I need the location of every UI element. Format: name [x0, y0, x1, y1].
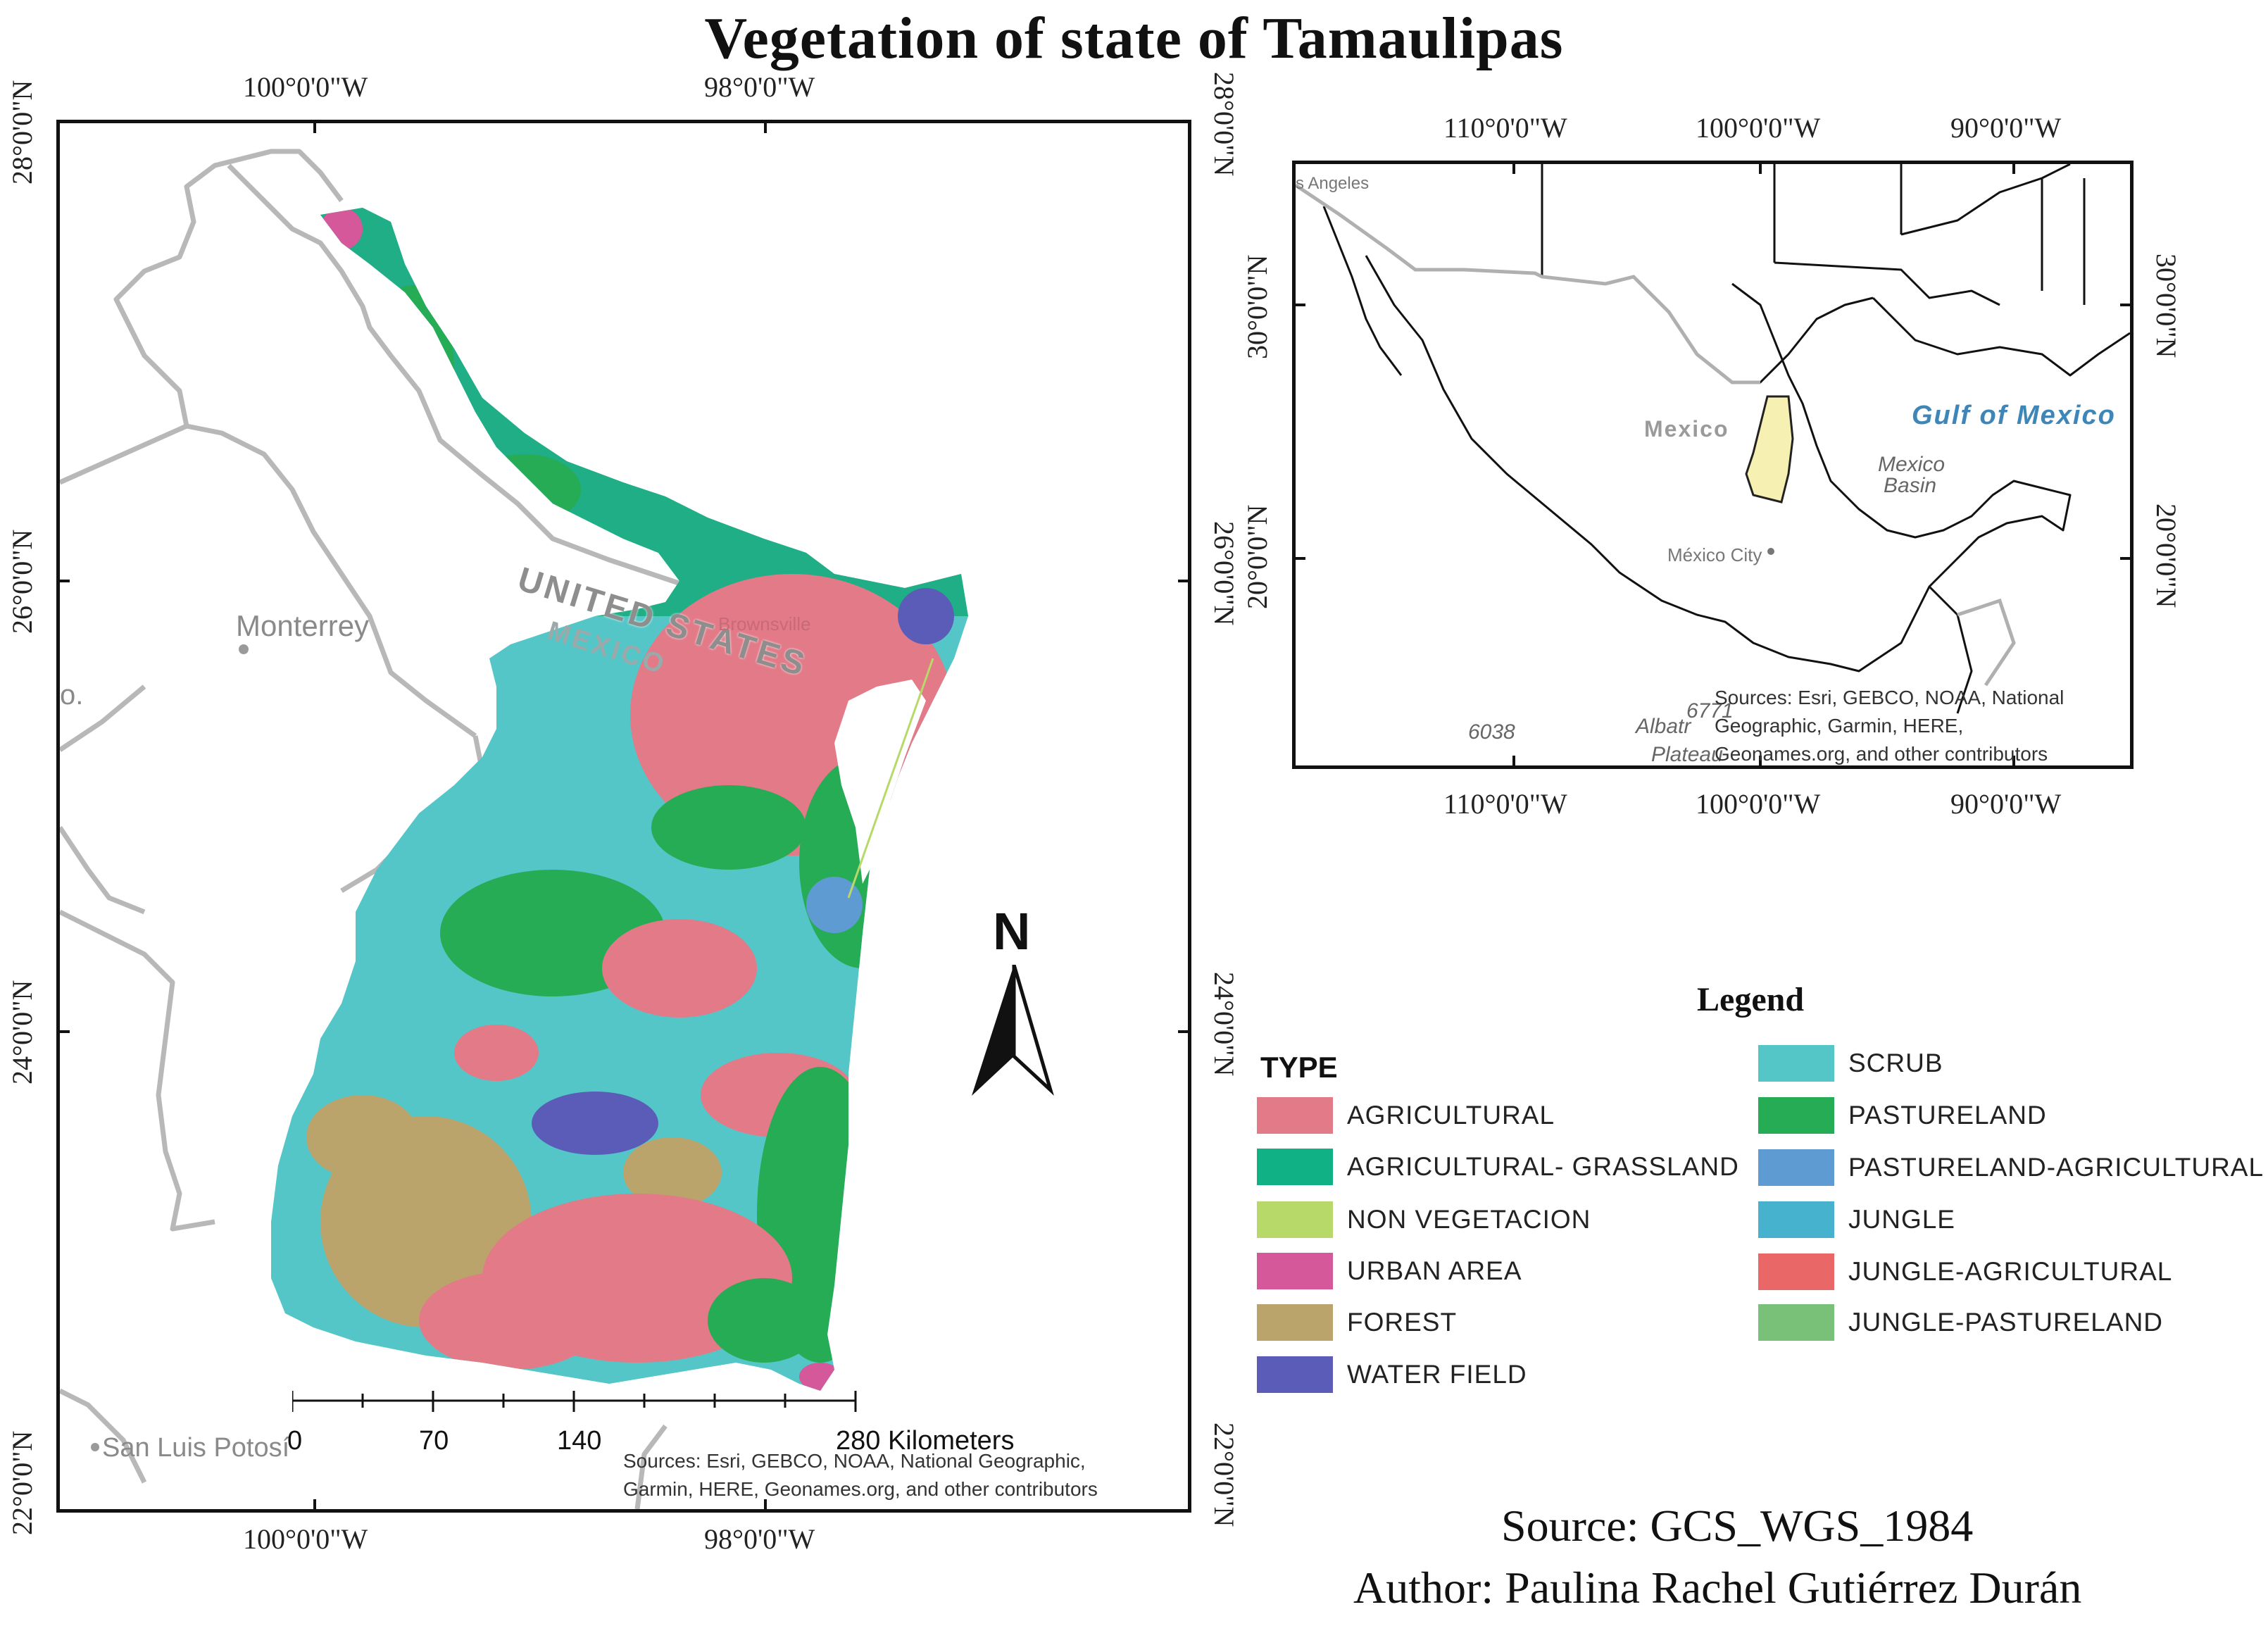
legend-item-jungle-pastureland: JUNGLE-PASTURELAND: [1758, 1303, 2163, 1342]
author-credit: Author: Paulina Rachel Gutiérrez Durán: [1353, 1563, 2082, 1613]
inset-depth-label-2: 6771: [1686, 699, 1734, 723]
inset-albatross-label-2: Plateau: [1651, 743, 1723, 766]
inset-map-canvas: [1296, 164, 2130, 765]
inset-gulf-label: Gulf of Mexico: [1912, 401, 2116, 430]
main-map-sources-2: Garmin, HERE, Geonames.org, and other co…: [623, 1478, 1098, 1500]
legend-item-jungle: JUNGLE: [1758, 1200, 1955, 1239]
legend-swatch: [1257, 1201, 1333, 1238]
legend-swatch: [1758, 1097, 1834, 1134]
inset-right-lat-20n: 20°0'0"N: [2150, 504, 2182, 608]
monterrey-dot: [239, 644, 249, 654]
inset-top-lon-100w: 100°0'0"W: [1696, 112, 1821, 144]
inset-map-frame[interactable]: s Angeles Mexico México City Gulf of Mex…: [1292, 161, 2134, 769]
inset-basin-label-2: Basin: [1884, 474, 1937, 497]
legend-item-non-vegetacion: NON VEGETACION: [1257, 1200, 1591, 1239]
inset-depth-label-1: 6038: [1468, 720, 1515, 744]
legend-item-jungle-agricultural: JUNGLE-AGRICULTURAL: [1758, 1252, 2172, 1292]
inset-basin-label-1: Mexico: [1878, 453, 1946, 476]
legend-item-scrub: SCRUB: [1758, 1044, 1943, 1083]
main-map-frame[interactable]: Monterrey o. San Luis Potosí UNITED STAT…: [56, 120, 1191, 1513]
legend-title: Legend: [1697, 981, 1805, 1018]
scale-bar: [292, 1391, 857, 1412]
inset-top-lon-110w: 110°0'0"W: [1443, 112, 1567, 144]
inset-bottom-lon-110w: 110°0'0"W: [1443, 788, 1567, 820]
inset-sources-1: Sources: Esri, GEBCO, NOAA, National: [1715, 687, 2065, 708]
legend-item-forest: FOREST: [1257, 1303, 1457, 1342]
legend-item-water-field: WATER FIELD: [1257, 1355, 1527, 1394]
san-luis-potosi-dot: [91, 1443, 99, 1451]
legend-item-agricultural-grassland: AGRICULTURAL- GRASSLAND: [1257, 1147, 1739, 1187]
legend-swatch: [1758, 1253, 1834, 1290]
left-lat-label-24n: 24°0'0"N: [6, 980, 38, 1084]
source-credit: Source: GCS_WGS_1984: [1501, 1501, 1974, 1551]
legend-swatch: [1758, 1304, 1834, 1341]
inset-right-lat-30n: 30°0'0"N: [2150, 254, 2182, 358]
legend-item-pastureland: PASTURELAND: [1758, 1096, 2047, 1135]
tamaulipas-highlight: [1745, 395, 1794, 504]
legend-item-urban-area: URBAN AREA: [1257, 1251, 1522, 1291]
inset-albatross-label-1: Albatr: [1636, 715, 1691, 738]
top-lon-label-98w: 98°0'0"W: [704, 71, 815, 103]
legend-swatch: [1758, 1045, 1834, 1082]
legend-swatch: [1257, 1356, 1333, 1393]
legend-swatch: [1758, 1149, 1834, 1186]
inset-left-lat-20n: 20°0'0"N: [1241, 504, 1273, 609]
main-map-sources-1: Sources: Esri, GEBCO, NOAA, National Geo…: [623, 1450, 1086, 1472]
legend-item-pastureland-agricultural: PASTURELAND-AGRICULTURAL: [1758, 1148, 2264, 1187]
inset-los-angeles-label: s Angeles: [1296, 174, 1370, 193]
left-lat-label-28n: 28°0'0"N: [6, 80, 38, 185]
san-luis-potosi-label: San Luis Potosí: [102, 1433, 290, 1463]
inset-bottom-lon-90w: 90°0'0"W: [1950, 788, 2062, 820]
legend-swatch: [1257, 1149, 1333, 1185]
left-lat-label-26n: 26°0'0"N: [6, 529, 38, 634]
main-map-canvas: [60, 123, 1188, 1509]
inset-left-lat-30n: 30°0'0"N: [1241, 254, 1273, 359]
right-lat-label-24n: 24°0'0"N: [1208, 972, 1240, 1077]
scale-tick-0: 0: [287, 1426, 303, 1456]
monterrey-label: Monterrey: [236, 609, 370, 642]
map-title: Vegetation of state of Tamaulipas: [704, 6, 1564, 71]
inset-sources-3: Geonames.org, and other contributors: [1715, 743, 2048, 765]
legend-swatch: [1758, 1201, 1834, 1238]
right-lat-label-28n: 28°0'0"N: [1208, 72, 1240, 177]
inset-mexico-label: Mexico: [1644, 416, 1729, 442]
north-arrow-icon: [972, 965, 1054, 1096]
bottom-lon-label-100w: 100°0'0"W: [243, 1523, 368, 1555]
legend-swatch: [1257, 1253, 1333, 1289]
legend-swatch: [1257, 1304, 1333, 1341]
legend-type-label: TYPE: [1260, 1051, 1338, 1084]
scale-tick-280-km: 280 Kilometers: [836, 1426, 1015, 1456]
legend: AGRICULTURAL AGRICULTURAL- GRASSLAND NON…: [1257, 1045, 2264, 1413]
north-label: N: [993, 902, 1031, 961]
left-lat-label-22n: 22°0'0"N: [6, 1430, 38, 1535]
legend-swatch: [1257, 1097, 1333, 1134]
right-lat-label-22n: 22°0'0"N: [1208, 1422, 1240, 1527]
inset-sources-2: Geographic, Garmin, HERE,: [1715, 715, 1964, 737]
top-lon-label-100w: 100°0'0"W: [243, 71, 368, 103]
scale-tick-140: 140: [557, 1426, 602, 1456]
bottom-lon-label-98w: 98°0'0"W: [704, 1523, 815, 1555]
right-lat-label-26n: 26°0'0"N: [1208, 521, 1240, 626]
scale-tick-70: 70: [419, 1426, 449, 1456]
inset-top-lon-90w: 90°0'0"W: [1950, 112, 2062, 144]
inset-bottom-lon-100w: 100°0'0"W: [1696, 788, 1821, 820]
brownsville-label: Brownsville: [718, 613, 811, 634]
inset-mexico-city-label: México City: [1667, 544, 1762, 565]
edge-label: o.: [60, 680, 84, 711]
legend-item-agricultural: AGRICULTURAL: [1257, 1096, 1555, 1135]
